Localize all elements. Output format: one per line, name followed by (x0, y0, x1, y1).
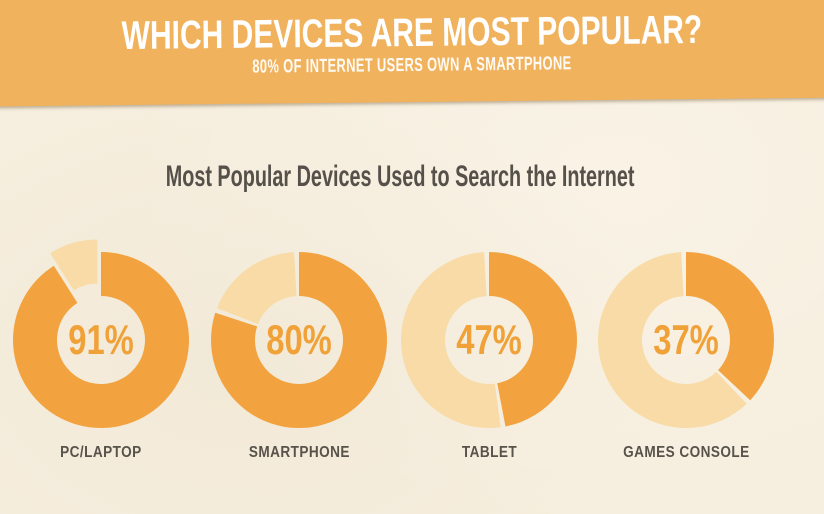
donut-ring-games-console (598, 252, 775, 429)
chart-title: Most Popular Devices Used to Search the … (0, 160, 800, 194)
category-label-pc-laptop: PC/LAPTOP (60, 444, 142, 461)
banner-title: WHICH DEVICES ARE MOST POPULAR? (0, 8, 824, 59)
category-label-tablet: TABLET (461, 444, 517, 461)
donut-value-games-console: 37% (653, 316, 719, 363)
donut-pc-laptop: 91% (0, 230, 211, 450)
banner-title-text: WHICH DEVICES ARE MOST POPULAR? (121, 7, 703, 59)
donut-smartphone: 80% (189, 230, 409, 450)
category-label-games-console: GAMES CONSOLE (622, 444, 750, 461)
donut-ring-tablet (401, 252, 577, 429)
donut-value-tablet: 47% (456, 316, 522, 363)
donut-ring-pc-laptop (13, 239, 190, 428)
donut-value-pc-laptop: 91% (68, 316, 134, 363)
donut-tablet: 47% (379, 230, 599, 450)
donut-value-smartphone: 80% (266, 316, 332, 363)
donut-games-console: 37% (576, 230, 796, 450)
category-label-smartphone: SMARTPHONE (248, 444, 350, 461)
header-banner: WHICH DEVICES ARE MOST POPULAR? 80% OF I… (0, 0, 824, 107)
donut-ring-smartphone (211, 252, 388, 428)
chart-title-text: Most Popular Devices Used to Search the … (165, 160, 635, 193)
banner-subtitle-text: 80% OF INTERNET USERS OWN A SMARTPHONE (252, 53, 572, 78)
